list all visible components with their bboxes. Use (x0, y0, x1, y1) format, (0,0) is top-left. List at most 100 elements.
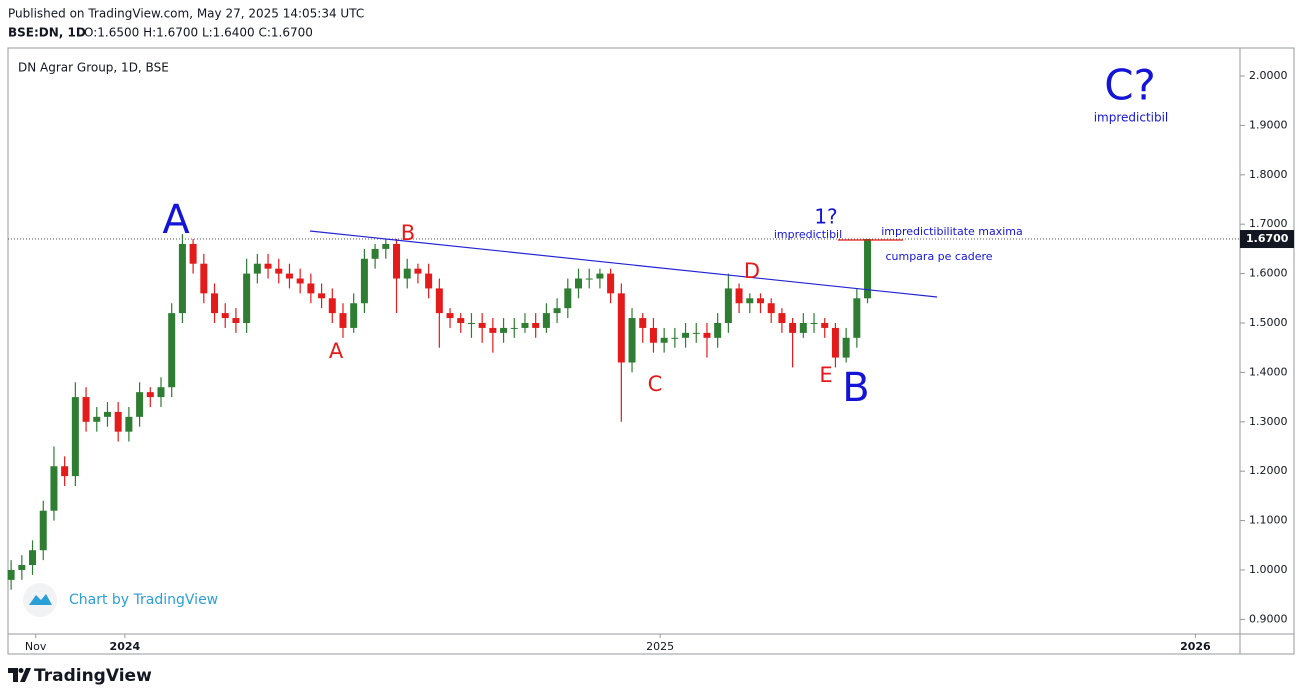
candle-body (275, 268, 283, 274)
wave-label: B (401, 221, 415, 245)
logo-icon (8, 668, 31, 682)
candle-body (328, 298, 336, 314)
footer-logo: TradingView (8, 666, 152, 686)
candle-body (478, 322, 486, 328)
chart-frame (7, 47, 1295, 655)
candle-body (500, 327, 508, 333)
candle-body (724, 288, 732, 323)
symbol: BSE:DN, 1D (8, 26, 86, 40)
x-tick-label: 2026 (1180, 640, 1211, 653)
watermark: Chart by TradingView (23, 583, 218, 617)
candle-body (564, 288, 572, 309)
candle-body (692, 332, 700, 334)
wave-label: C (648, 372, 663, 396)
candle-body (756, 298, 764, 304)
trend-line (309, 230, 938, 298)
x-tick-label: Nov (25, 640, 47, 653)
candle-body (596, 273, 604, 279)
wave-label: A (329, 339, 344, 363)
candle-body (39, 510, 47, 551)
candle-body (810, 322, 818, 324)
watermark-text: Chart by TradingView (69, 592, 218, 608)
candle-body (296, 278, 304, 284)
candle-body (575, 278, 583, 289)
candle-body (382, 243, 390, 249)
wave-label: E (819, 363, 832, 387)
candle-body (682, 332, 690, 338)
candle-body (403, 268, 411, 279)
wave-label: D (744, 259, 760, 283)
candle-body (660, 337, 668, 343)
y-tick-label: 1.9000 (1249, 118, 1288, 131)
candle-body (585, 278, 593, 280)
candle-body (136, 392, 144, 417)
candle-body (831, 327, 839, 358)
candle-body (221, 313, 229, 319)
candle-body (532, 322, 540, 328)
candle-body (29, 550, 37, 566)
candle-body (18, 565, 26, 570)
candle-body (521, 322, 529, 328)
candle-body (789, 322, 797, 333)
candle-body (103, 411, 111, 417)
candle-body (71, 397, 79, 477)
candle-body (639, 318, 647, 328)
chart-title: DN Agrar Group, 1D, BSE (18, 61, 169, 75)
x-tick-label: 2025 (646, 640, 674, 653)
y-tick-label: 1.5000 (1249, 316, 1288, 329)
candle-body (864, 239, 872, 299)
note: impredictibil (774, 228, 842, 241)
candle-body (628, 318, 636, 363)
candle-body (671, 337, 679, 339)
wave-label: C? (1104, 61, 1156, 110)
candle-body (435, 288, 443, 314)
last-price-label: 1.6700 (1246, 232, 1289, 245)
last-price-tag (1240, 230, 1294, 249)
candle-body (617, 293, 625, 363)
candle-body (264, 263, 272, 269)
y-tick-label: 1.0000 (1249, 563, 1288, 576)
y-tick-label: 2.0000 (1249, 69, 1288, 82)
candle-body (778, 313, 786, 323)
x-tick-label: 2024 (110, 640, 141, 653)
candle-body (703, 332, 711, 338)
y-tick-label: 1.3000 (1249, 415, 1288, 428)
candle-body (168, 313, 176, 388)
candle-body (82, 397, 90, 422)
candle-body (714, 322, 722, 338)
candle-body (360, 258, 368, 304)
candle-body (649, 327, 657, 343)
y-tick-label: 1.7000 (1249, 217, 1288, 230)
candle-body (767, 303, 775, 314)
candle-body (350, 303, 358, 328)
candle-body (853, 298, 861, 338)
ohlc: O:1.6500 H:1.6700 L:1.6400 C:1.6700 (84, 26, 313, 40)
candle-body (553, 308, 561, 314)
wave-label: A (162, 197, 190, 243)
candle-body (414, 268, 422, 274)
y-tick-label: 1.1000 (1249, 514, 1288, 527)
candle-body (157, 387, 165, 398)
candle-body (510, 327, 518, 329)
candle-body (50, 466, 58, 511)
candle-body (146, 392, 154, 398)
candle-body (746, 298, 754, 304)
candle-body (371, 248, 379, 259)
candle-body (607, 273, 615, 294)
candle-body (735, 288, 743, 304)
candle-body (125, 416, 133, 432)
candle-body (318, 293, 326, 299)
note: impredictibilitate maxima (881, 225, 1023, 238)
wave-label: 1? (814, 205, 837, 229)
candle-body (821, 322, 829, 328)
candle-body (339, 313, 347, 328)
y-tick-label: 0.9000 (1249, 612, 1288, 625)
candle-body (189, 243, 197, 264)
candle-body (93, 416, 101, 422)
wave-label: B (842, 365, 869, 411)
candle-body (446, 313, 454, 319)
candle-body (799, 322, 807, 333)
brand: TradingView (34, 666, 152, 686)
candle-body (253, 263, 261, 274)
